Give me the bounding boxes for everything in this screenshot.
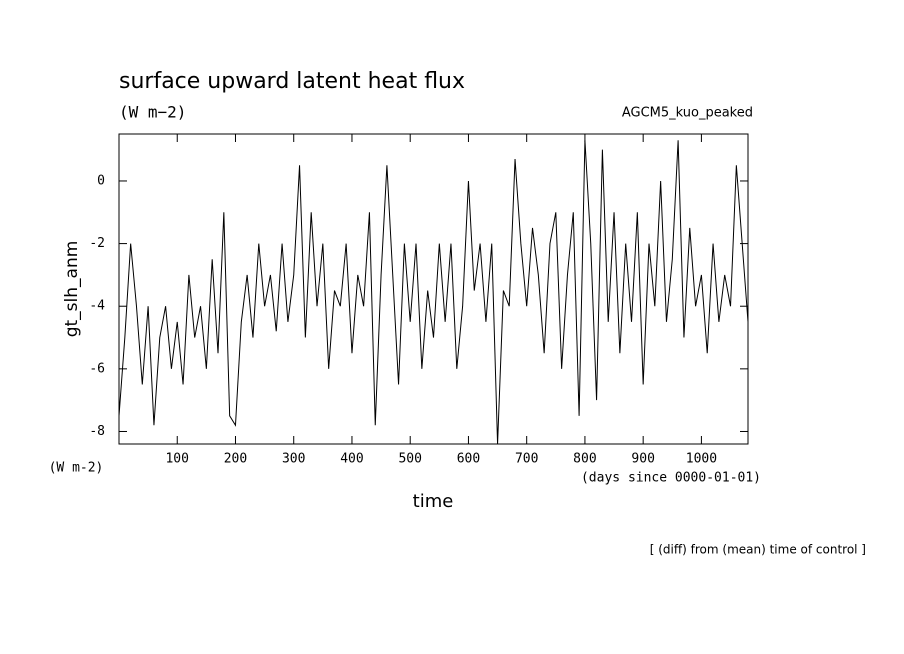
plot-frame: [118, 133, 749, 445]
x-tick-label: 500: [398, 452, 421, 467]
x-tick-label: 600: [457, 452, 480, 467]
footnote: [ (diff) from (mean) time of control ]: [650, 543, 866, 557]
data-line: [118, 140, 749, 445]
chart-subtitle: (W m−2): [119, 103, 186, 122]
x-units: (days since 0000-01-01): [581, 471, 761, 486]
y-tick-label: -6: [89, 361, 105, 376]
x-tick-label: 1000: [686, 452, 717, 467]
x-tick-label: 800: [573, 452, 596, 467]
y-axis-label: gt_slh_anm: [62, 241, 82, 338]
y-tick-label: -2: [89, 236, 105, 251]
annotation: AGCM5_kuo_peaked: [622, 106, 753, 121]
x-tick-label: 700: [515, 452, 538, 467]
y-units: (W m-2): [49, 461, 104, 476]
x-axis-label: time: [413, 491, 454, 512]
y-tick-label: -4: [89, 299, 105, 314]
x-tick-label: 100: [165, 452, 188, 467]
x-tick-label: 300: [282, 452, 305, 467]
chart-title: surface upward latent heat flux: [119, 69, 465, 94]
y-tick-label: -8: [89, 424, 105, 439]
x-tick-label: 900: [631, 452, 654, 467]
x-tick-label: 200: [224, 452, 247, 467]
y-tick-label: 0: [97, 173, 105, 188]
x-tick-label: 400: [340, 452, 363, 467]
